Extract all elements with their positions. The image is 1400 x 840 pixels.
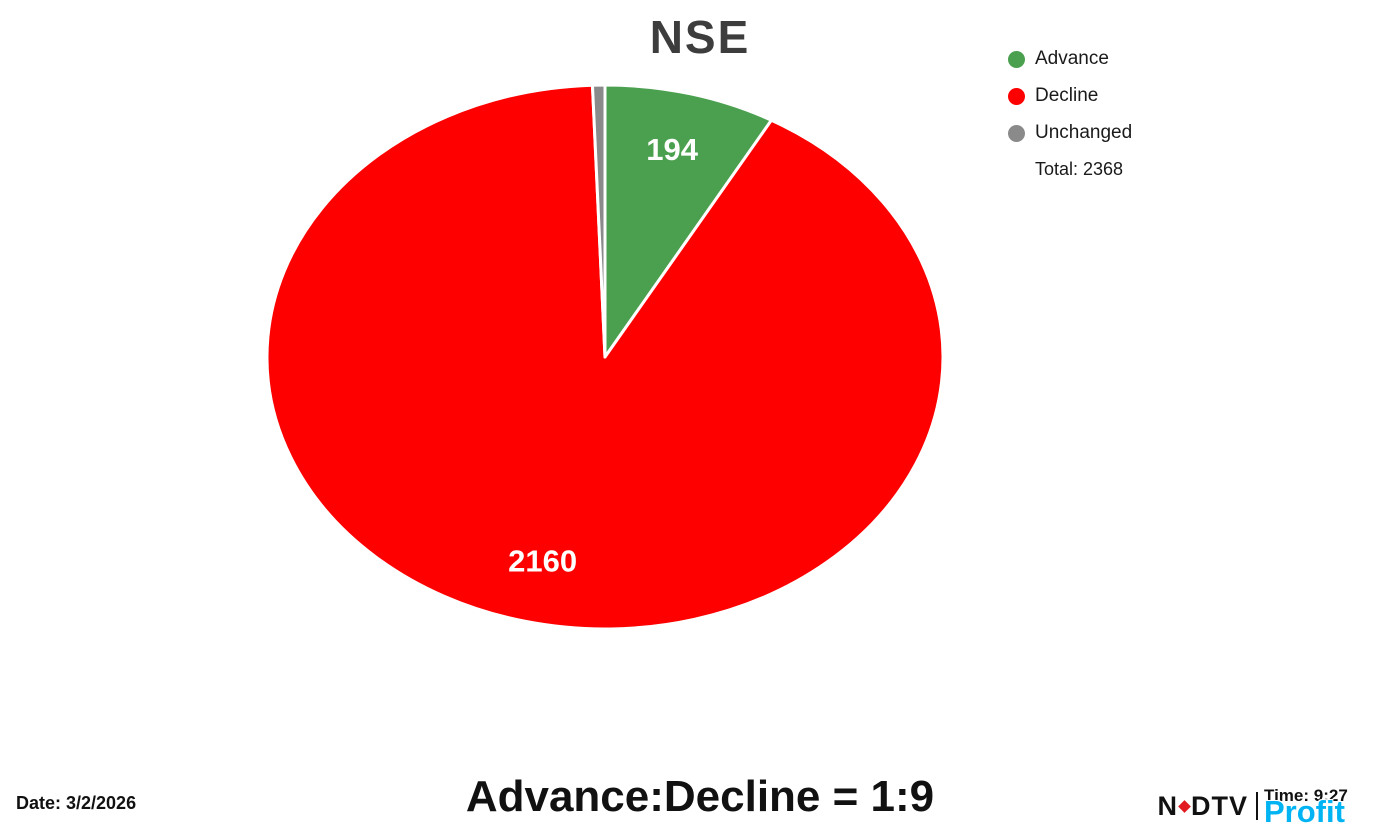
legend-item-unchanged: Unchanged [1008,122,1132,144]
ndtv-logo-n: N [1157,790,1178,821]
legend-label-decline: Decline [1035,85,1099,106]
ndtv-logo-dtv: DTV [1191,790,1248,821]
chart-title: NSE [649,11,751,63]
pie-value-advance: 194 [646,132,698,167]
ndtv-diamond-icon [1178,799,1191,813]
legend-total: Total: 2368 [1035,159,1124,179]
pie-chart: 194 2160 [265,83,945,631]
time-label: Time: 9:27 [1264,786,1348,805]
pie-value-decline: 2160 [508,543,577,578]
decline-legend-dot-icon [1008,87,1025,105]
brand-divider [1256,792,1258,820]
unchanged-legend-dot-icon [1008,124,1025,142]
time-profit-block: Time: 9:27 Profit [1262,786,1392,829]
advance-legend-dot-icon [1008,50,1025,68]
legend: Advance Decline Unchanged Total: 2368 [1008,48,1132,180]
advance-decline-ratio: Advance:Decline = 1:9 [465,772,935,821]
legend-item-advance: Advance [1008,48,1132,70]
date-label: Date: 3/2/2026 [16,793,137,813]
pie-slice-unchanged [590,83,607,359]
legend-item-decline: Decline [1008,85,1132,107]
legend-label-advance: Advance [1035,48,1109,69]
pie-slice-advance [603,83,773,359]
legend-label-unchanged: Unchanged [1035,122,1133,143]
ndtv-logo: N DTV [1158,791,1249,822]
profit-logo: Profit [1264,794,1345,829]
ndtv-profit-branding: N DTV Time: 9:27 Profit [1158,786,1393,829]
